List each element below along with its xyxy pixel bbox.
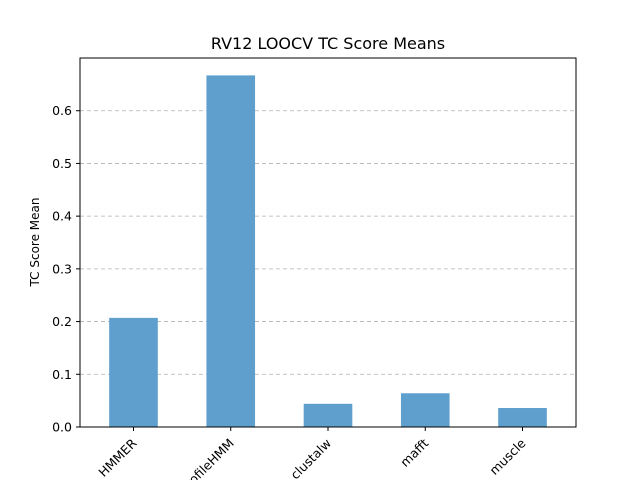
bar-mafft: [400, 393, 450, 427]
grid-lines: [80, 110, 576, 428]
y-tick-label: 0.0: [52, 420, 72, 435]
y-axis-label: TC Score Mean: [28, 198, 42, 288]
x-tick-label: mafft: [397, 435, 431, 469]
bar-muscle: [498, 408, 547, 427]
y-tick-label: 0.6: [52, 103, 72, 118]
x-tick-label: clustalw: [287, 436, 334, 480]
chart-title: RV12 LOOCV TC Score Means: [211, 34, 445, 53]
bar-hmmer: [109, 317, 158, 427]
y-axis-ticks: 0.0 0.1 0.2 0.3 0.4 0.5 0.6: [52, 103, 80, 435]
x-tick-label: ProfileHMM: [177, 436, 237, 480]
y-tick-label: 0.4: [52, 209, 72, 224]
bars: [109, 75, 547, 427]
x-axis-ticks: HMMER ProfileHMM clustalw mafft muscle: [95, 427, 529, 480]
x-tick-label: HMMER: [95, 435, 139, 479]
y-tick-label: 0.3: [52, 261, 72, 276]
y-tick-label: 0.1: [52, 367, 72, 382]
x-tick-label: muscle: [486, 435, 528, 477]
bar-profilehmm: [206, 75, 256, 427]
bar-clustalw: [303, 403, 353, 427]
y-tick-label: 0.2: [52, 314, 72, 329]
y-tick-label: 0.5: [52, 156, 72, 171]
